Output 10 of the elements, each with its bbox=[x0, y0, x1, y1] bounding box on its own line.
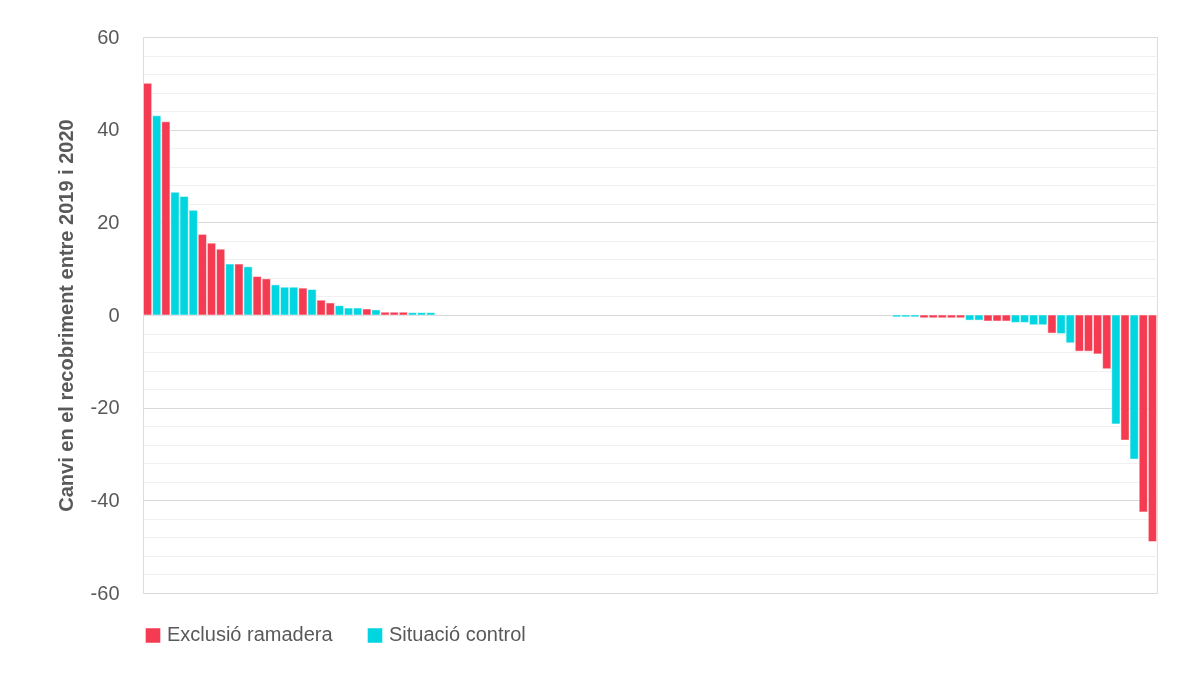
y-tick-label: 60 bbox=[97, 25, 120, 48]
legend-label: Exclusió ramadera bbox=[167, 623, 334, 646]
y-axis-title: Canvi en el recobriment entre 2019 i 2020 bbox=[54, 119, 77, 512]
y-tick-label: -40 bbox=[90, 488, 120, 511]
y-tick-label: 40 bbox=[97, 118, 120, 141]
legend-label: Situació control bbox=[389, 623, 526, 646]
y-tick-label: -60 bbox=[90, 581, 120, 604]
y-tick-label: 0 bbox=[108, 303, 120, 326]
y-tick-label: 20 bbox=[97, 210, 120, 233]
y-tick-label: -20 bbox=[90, 396, 120, 419]
